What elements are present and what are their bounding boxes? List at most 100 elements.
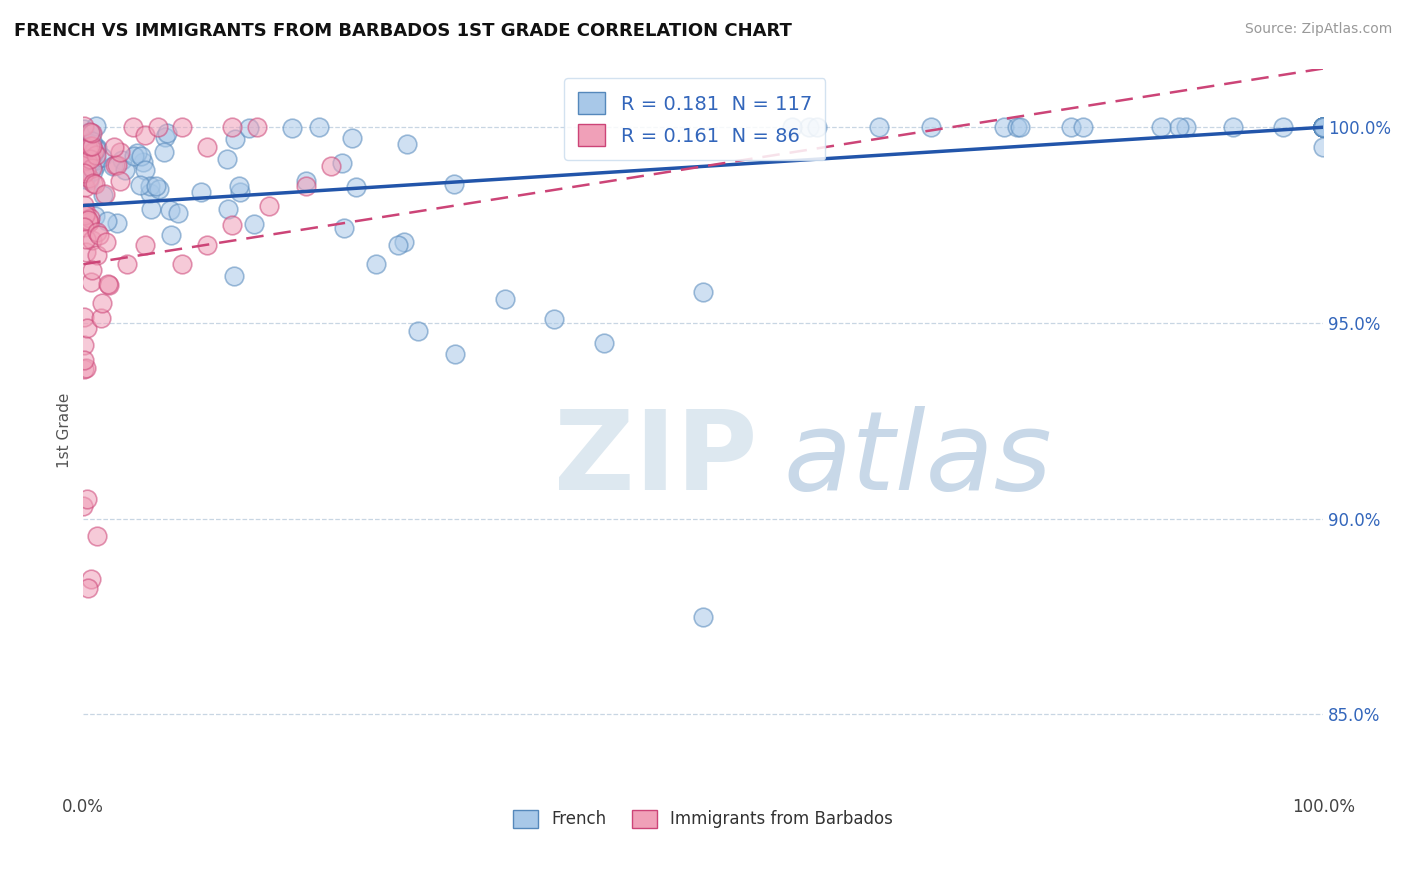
- Point: [1312, 120, 1334, 135]
- Point: [129, 178, 152, 193]
- Point: [156, 126, 179, 140]
- Point: [330, 155, 353, 169]
- Point: [108, 174, 131, 188]
- Point: [148, 182, 170, 196]
- Point: [131, 149, 153, 163]
- Point: [920, 120, 942, 135]
- Point: [332, 221, 354, 235]
- Point: [543, 312, 565, 326]
- Point: [308, 120, 330, 134]
- Point: [97, 277, 120, 291]
- Point: [1312, 120, 1334, 135]
- Point: [103, 140, 125, 154]
- Point: [1312, 120, 1334, 135]
- Point: [82, 263, 104, 277]
- Point: [364, 257, 387, 271]
- Point: [76, 320, 98, 334]
- Point: [79, 211, 101, 226]
- Point: [1010, 120, 1032, 135]
- Point: [1312, 120, 1334, 135]
- Point: [75, 164, 97, 178]
- Point: [73, 166, 96, 180]
- Point: [172, 120, 194, 135]
- Point: [221, 120, 243, 135]
- Point: [73, 352, 96, 367]
- Point: [114, 162, 136, 177]
- Point: [84, 119, 107, 133]
- Point: [1312, 120, 1334, 135]
- Point: [72, 499, 94, 513]
- Point: [1005, 120, 1028, 135]
- Point: [139, 179, 162, 194]
- Point: [73, 197, 96, 211]
- Text: atlas: atlas: [783, 406, 1053, 513]
- Point: [77, 148, 100, 162]
- Point: [1312, 120, 1334, 135]
- Point: [76, 153, 98, 167]
- Point: [145, 178, 167, 193]
- Point: [82, 126, 104, 140]
- Point: [97, 278, 120, 293]
- Point: [295, 178, 318, 193]
- Point: [73, 220, 96, 235]
- Point: [1312, 120, 1334, 135]
- Point: [73, 337, 96, 351]
- Point: [782, 120, 804, 135]
- Point: [77, 215, 100, 229]
- Point: [799, 120, 821, 135]
- Point: [80, 275, 103, 289]
- Point: [75, 232, 97, 246]
- Point: [103, 159, 125, 173]
- Point: [138, 186, 160, 201]
- Point: [73, 119, 96, 133]
- Point: [73, 310, 96, 324]
- Point: [86, 141, 108, 155]
- Point: [77, 173, 100, 187]
- Point: [75, 165, 97, 179]
- Point: [1312, 120, 1334, 135]
- Point: [217, 202, 239, 217]
- Point: [80, 161, 103, 175]
- Point: [75, 172, 97, 186]
- Point: [593, 335, 616, 350]
- Point: [134, 128, 156, 142]
- Point: [96, 235, 118, 249]
- Point: [155, 129, 177, 144]
- Point: [1312, 120, 1334, 135]
- Point: [395, 136, 418, 151]
- Point: [195, 140, 218, 154]
- Point: [80, 233, 103, 247]
- Point: [172, 257, 194, 271]
- Point: [127, 145, 149, 160]
- Point: [1312, 120, 1334, 135]
- Point: [77, 215, 100, 229]
- Text: ZIP: ZIP: [554, 406, 758, 513]
- Point: [84, 142, 107, 156]
- Point: [1312, 120, 1334, 135]
- Point: [1271, 120, 1294, 135]
- Point: [1222, 120, 1244, 135]
- Point: [281, 120, 304, 135]
- Point: [86, 248, 108, 262]
- Point: [80, 127, 103, 141]
- Point: [321, 160, 343, 174]
- Point: [82, 176, 104, 190]
- Point: [76, 581, 98, 595]
- Point: [153, 145, 176, 160]
- Point: [494, 293, 516, 307]
- Point: [76, 157, 98, 171]
- Point: [73, 362, 96, 376]
- Point: [84, 177, 107, 191]
- Point: [79, 152, 101, 166]
- Point: [806, 120, 828, 135]
- Point: [76, 141, 98, 155]
- Y-axis label: 1st Grade: 1st Grade: [58, 392, 72, 468]
- Point: [224, 132, 246, 146]
- Point: [73, 121, 96, 136]
- Point: [1071, 120, 1094, 135]
- Point: [75, 245, 97, 260]
- Point: [77, 153, 100, 167]
- Point: [75, 160, 97, 174]
- Point: [146, 120, 169, 135]
- Point: [1174, 120, 1197, 135]
